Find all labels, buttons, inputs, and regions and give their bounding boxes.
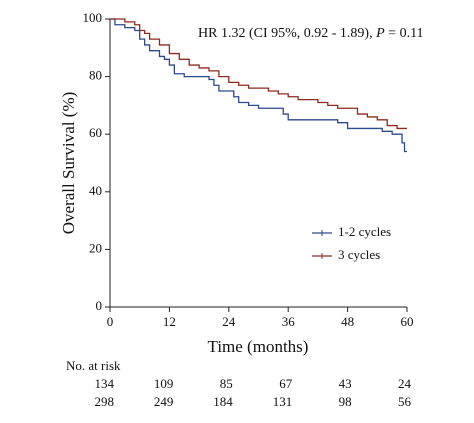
annotation: HR 1.32 (CI 95%, 0.92 - 1.89), P = 0.11 [198, 26, 424, 41]
annotation-suffix: = 0.11 [385, 26, 424, 41]
risk-table-title: No. at risk [66, 358, 121, 373]
x-tick-label: 36 [282, 314, 296, 329]
x-tick-label: 12 [163, 314, 176, 329]
x-tick-label: 48 [341, 314, 354, 329]
risk-count: 98 [339, 394, 352, 409]
y-tick-label: 60 [89, 125, 102, 140]
risk-count: 43 [339, 376, 352, 391]
legend-label: 1-2 cycles [338, 224, 391, 239]
annotation-p: P [375, 26, 385, 41]
y-tick-label: 0 [96, 298, 103, 313]
risk-count: 134 [95, 376, 115, 391]
y-tick-label: 80 [89, 68, 102, 83]
risk-count: 56 [398, 394, 412, 409]
risk-count: 109 [154, 376, 174, 391]
annotation-prefix: HR 1.32 (CI 95%, 0.92 - 1.89), [198, 26, 376, 41]
y-tick-label: 20 [89, 240, 102, 255]
survival-curve [110, 18, 407, 130]
x-tick-label: 24 [222, 314, 236, 329]
risk-count: 184 [213, 394, 233, 409]
risk-count: 24 [398, 376, 412, 391]
legend-label: 3 cycles [338, 247, 380, 262]
x-tick-label: 0 [107, 314, 114, 329]
y-axis-label: Overall Survival (%) [59, 92, 78, 235]
risk-count: 131 [273, 394, 293, 409]
risk-count: 298 [95, 394, 115, 409]
survival-curve [110, 18, 407, 153]
risk-count: 249 [154, 394, 174, 409]
y-tick-label: 100 [83, 10, 103, 25]
x-tick-label: 60 [401, 314, 414, 329]
risk-count: 85 [220, 376, 233, 391]
x-axis-label: Time (months) [208, 337, 309, 356]
y-tick-label: 40 [89, 183, 102, 198]
risk-count: 67 [279, 376, 293, 391]
